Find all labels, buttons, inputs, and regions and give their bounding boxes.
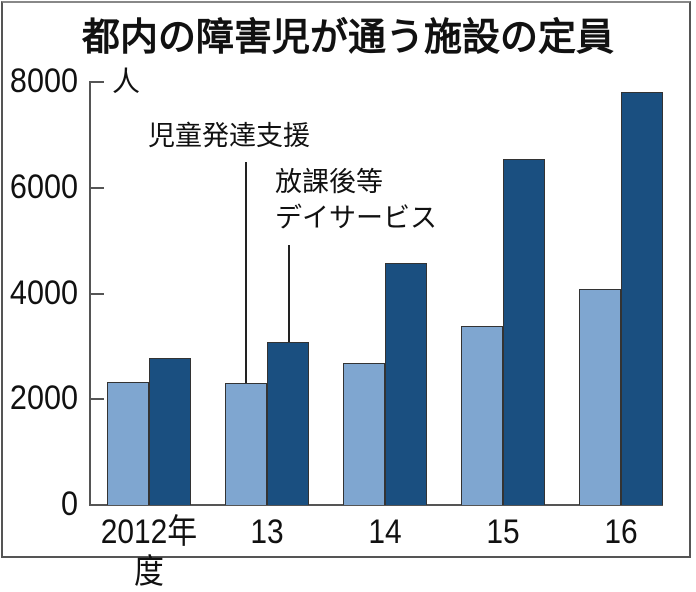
y-tick-mark [89,81,104,83]
x-tick-label: 2012年度 [100,513,198,591]
annotation-houkago-line2: デイサービス [275,203,437,234]
annotation-leader-line-jido [245,162,247,383]
bar-jido-hattatsu-shien-3 [461,326,503,505]
bar-houkago-day-service-3 [503,159,545,505]
annotation-jido-hattatsu-shien: 児童発達支援 [148,121,310,152]
y-axis-unit-label: 人 [112,65,141,98]
bar-houkago-day-service-1 [267,341,309,505]
y-tick-label: 0 [60,485,78,523]
y-tick-mark [89,186,104,189]
bar-jido-hattatsu-shien-0 [107,381,149,505]
bar-jido-hattatsu-shien-4 [579,289,621,505]
x-tick-label: 15 [486,513,520,551]
y-tick-mark [89,292,104,295]
annotation-houkago-line1: 放課後等 [275,167,383,198]
x-axis-line [89,504,663,506]
y-tick-mark [89,398,104,401]
bar-jido-hattatsu-shien-2 [343,362,385,505]
y-tick-label: 2000 [9,379,78,418]
y-tick-label: 4000 [9,273,78,312]
bar-jido-hattatsu-shien-1 [225,383,267,505]
chart-title: 都内の障害児が通う施設の定員 [81,15,614,59]
x-tick-label: 13 [250,513,284,551]
y-tick-label: 6000 [9,167,78,206]
bar-houkago-day-service-4 [621,91,663,505]
x-tick-label: 16 [604,513,638,551]
bar-houkago-day-service-2 [385,262,427,505]
annotation-leader-line-houkago [288,245,290,342]
x-tick-label: 14 [368,513,402,551]
y-tick-label: 8000 [9,62,78,100]
bar-houkago-day-service-0 [149,358,191,505]
